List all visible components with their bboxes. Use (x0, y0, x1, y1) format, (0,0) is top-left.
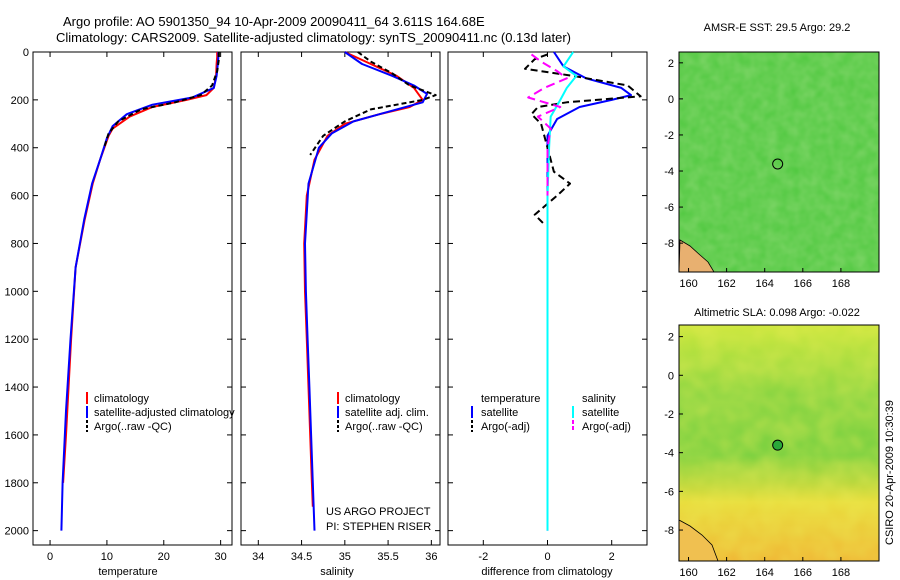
credit-line2: PI: STEPHEN RISER (326, 521, 431, 533)
x-tick-label: 35 (339, 551, 351, 563)
map-y-tick-label: -6 (664, 202, 674, 214)
temperature-legend: climatology satellite-adjusted climatolo… (86, 392, 235, 433)
map-x-tick-label: 166 (794, 278, 812, 290)
y-tick-label: 1400 (5, 382, 29, 394)
sla-coastline (679, 519, 719, 561)
figure-title-line2: Climatology: CARS2009. Satellite-adjuste… (56, 30, 571, 45)
map-y-tick-label: 0 (668, 94, 674, 106)
legend-label: Argo(..raw -QC) (345, 421, 423, 433)
sst-map-field (679, 52, 879, 272)
legend-label: satellite-adjusted climatology (94, 407, 235, 419)
legend-label: Argo(-adj) (481, 421, 530, 433)
sla-map-axes: 160 162 164 166 168 2 0 -2 -4 -6 -8 (664, 332, 850, 579)
x-tick-label: 2 (609, 551, 615, 563)
map-y-tick-label: -4 (664, 448, 674, 460)
sst-coastline (679, 239, 715, 272)
salinity-axes (240, 51, 441, 546)
map-y-tick-label: 0 (668, 370, 674, 382)
map-x-tick-label: 166 (794, 567, 812, 579)
map-x-tick-label: 168 (832, 278, 850, 290)
map-y-tick-label: 2 (668, 332, 674, 344)
x-tick-label: 35.5 (377, 551, 398, 563)
sla-map-title: Altimetric SLA: 0.098 Argo: -0.022 (694, 307, 860, 319)
x-tick-label: 20 (158, 551, 170, 563)
map-x-tick-label: 164 (756, 567, 774, 579)
x-tick-label: 10 (101, 551, 113, 563)
map-x-tick-label: 162 (717, 278, 735, 290)
series-argo (103, 52, 220, 149)
sst-map-texture (679, 52, 879, 272)
legend-label: satellite (481, 407, 518, 419)
map-y-tick-label: -2 (664, 130, 674, 142)
legend-header-temperature: temperature (481, 393, 540, 405)
map-x-tick-label: 164 (756, 278, 774, 290)
y-tick-label: 0 (23, 47, 29, 59)
map-y-tick-label: 2 (668, 58, 674, 70)
series-satellite (60, 52, 220, 531)
series-salinity-argo (527, 53, 568, 196)
difference-legend: temperature salinity satellite Argo(-adj… (471, 393, 631, 433)
sla-map-frame (678, 324, 880, 562)
x-tick-label: -2 (478, 551, 488, 563)
figure-title-line1: Argo profile: AO 5901350_94 10-Apr-2009 … (63, 14, 485, 29)
map-y-tick-label: -8 (664, 525, 674, 537)
sst-map-axes: 160 162 164 166 168 2 0 -2 -4 -6 -8 (664, 58, 850, 290)
y-tick-label: 2000 (5, 526, 29, 538)
map-y-tick-label: -4 (664, 166, 674, 178)
series-temperature-argo (524, 53, 642, 226)
map-y-tick-label: -6 (664, 486, 674, 498)
y-tick-label: 1000 (5, 286, 29, 298)
series-salinity-satellite (546, 51, 578, 531)
side-timestamp: CSIRO 20-Apr-2009 10:30:39 (884, 400, 896, 545)
y-tick-label: 800 (11, 238, 29, 250)
legend-label: satellite (582, 407, 619, 419)
x-tick-label: 30 (215, 551, 227, 563)
series-satellite (304, 51, 428, 531)
y-tick-label: 1600 (5, 430, 29, 442)
argo-location-marker (772, 158, 784, 170)
x-tick-label: 0 (47, 551, 53, 563)
salinity-xlabel: salinity (320, 566, 354, 578)
series-argo (309, 51, 437, 156)
x-tick-label: 0 (544, 551, 550, 563)
legend-label: Argo(-adj) (582, 421, 631, 433)
map-x-tick-label: 160 (679, 278, 697, 290)
credit-line1: US ARGO PROJECT (326, 506, 431, 518)
temperature-axes (32, 51, 233, 546)
legend-header-salinity: salinity (582, 393, 616, 405)
salinity-plot: 34 34.5 35 35.5 36 (241, 51, 440, 563)
y-tick-label: 200 (11, 95, 29, 107)
difference-xlabel: difference from climatology (481, 566, 613, 578)
argo-location-marker (772, 439, 784, 451)
legend-label: satellite adj. clim. (345, 407, 429, 419)
temperature-plot: 0 10 20 30 0 200 400 600 800 1000 1200 1400 1600 1800… (5, 47, 232, 563)
y-tick-label: 1200 (5, 334, 29, 346)
difference-plot: -2 0 2 (448, 51, 647, 563)
salinity-legend: climatology satellite adj. clim. Argo(..… (337, 392, 429, 433)
map-x-tick-label: 162 (717, 567, 735, 579)
x-tick-label: 34 (252, 551, 264, 563)
sst-map-frame (678, 51, 880, 273)
sst-map-title: AMSR-E SST: 29.5 Argo: 29.2 (704, 22, 851, 34)
x-tick-label: 34.5 (291, 551, 312, 563)
map-y-tick-label: -2 (664, 409, 674, 421)
map-x-tick-label: 168 (832, 567, 850, 579)
x-tick-label: 36 (425, 551, 437, 563)
y-tick-label: 1800 (5, 478, 29, 490)
map-y-tick-label: -8 (664, 238, 674, 250)
legend-label: climatology (345, 393, 401, 405)
map-x-tick-label: 160 (679, 567, 697, 579)
legend-label: climatology (94, 393, 150, 405)
y-tick-label: 600 (11, 191, 29, 203)
temperature-xlabel: temperature (98, 566, 157, 578)
y-tick-label: 400 (11, 143, 29, 155)
legend-label: Argo(..raw -QC) (94, 421, 172, 433)
